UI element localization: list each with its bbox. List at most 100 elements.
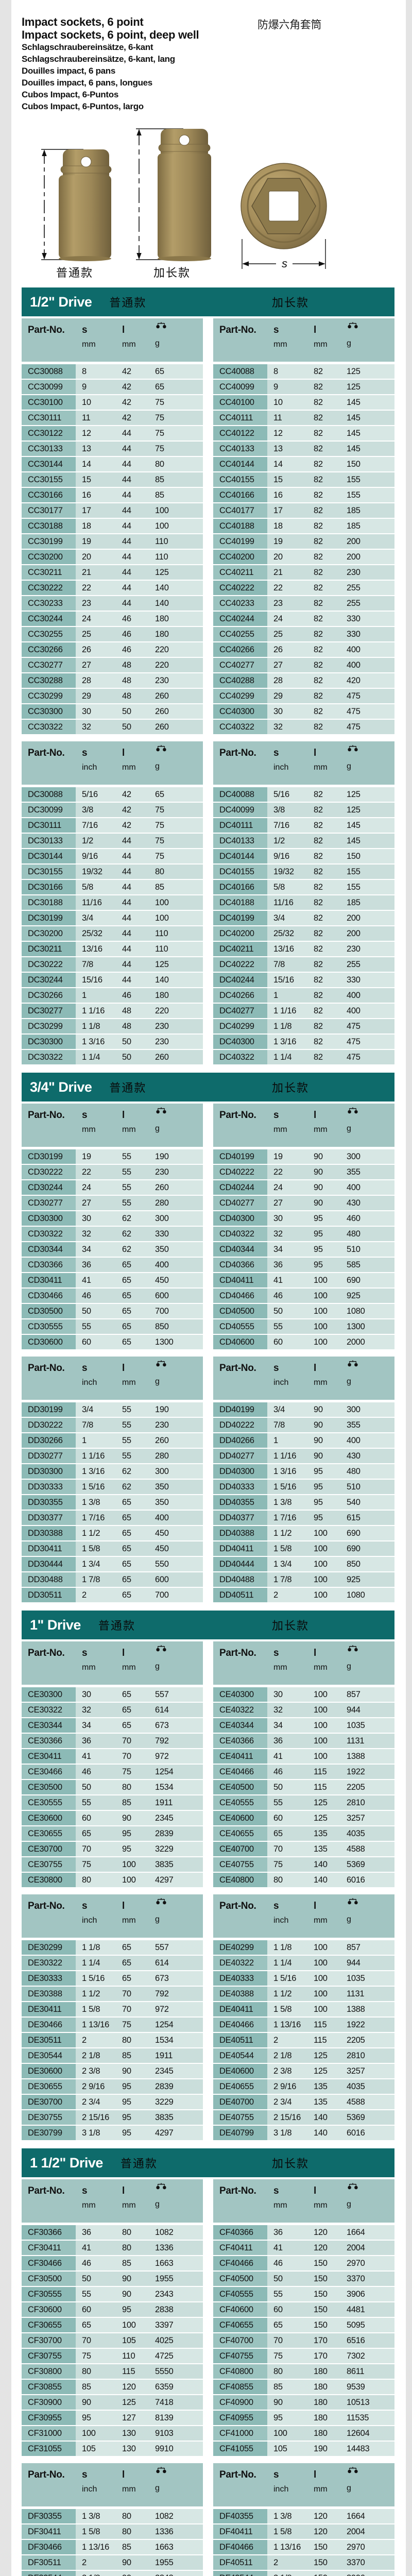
part-no-cell: DE40600 <box>213 2064 267 2078</box>
weight-value-cell: 690 <box>340 1541 394 1556</box>
s-value-cell: 105 <box>267 2442 307 2456</box>
weight-value-cell: 180 <box>149 627 203 641</box>
table-row: DE40511 2 115 2205 <box>213 2033 394 2048</box>
part-no-cell: DE40755 <box>213 2110 267 2125</box>
table-row: CC30111 11 42 75 <box>22 411 203 426</box>
part-no-cell: CC30122 <box>22 426 76 440</box>
part-no-cell: CC40144 <box>213 457 267 471</box>
table-row: CE30600 60 90 2345 <box>22 1811 203 1826</box>
l-value-cell: 55 <box>116 1165 149 1179</box>
part-no-cell: CC30133 <box>22 442 76 456</box>
drive-section: 1 1/2" Drive 普通款 加长款 Part-No. s mm l mm g CF30366… <box>22 2148 394 2576</box>
part-no-cell: DC40166 <box>213 880 267 894</box>
part-no-cell: CD40244 <box>213 1180 267 1195</box>
unit-label: inch <box>273 2485 289 2494</box>
table-row: DC40199 3/4 82 200 <box>213 911 394 926</box>
s-value-cell: 19 <box>76 1149 116 1164</box>
col-size-s: s inch <box>273 747 314 785</box>
s-value-cell: 18 <box>76 519 116 533</box>
s-value-cell: 2 3/4 <box>267 2095 307 2109</box>
l-value-cell: 127 <box>116 2411 149 2425</box>
table-row: CF41055 105 190 14483 <box>213 2442 394 2457</box>
part-no-cell: CD40277 <box>213 1196 267 1210</box>
part-no-cell: CC40111 <box>213 411 267 425</box>
table-row: CD30199 19 55 190 <box>22 1149 203 1165</box>
weight-value-cell: 2839 <box>149 1826 203 1841</box>
weight-value-cell: 1663 <box>149 2540 203 2554</box>
part-no-cell: DC30133 <box>22 834 76 848</box>
part-no-cell: DC30200 <box>22 926 76 941</box>
s-value-cell: 32 <box>76 1703 116 1717</box>
unit-label: g <box>347 339 351 348</box>
product-figures: 普通款 加长款 <box>36 126 394 280</box>
table-row: DF40511 2 150 3370 <box>213 2555 394 2571</box>
weight-value-cell: 430 <box>340 1449 394 1463</box>
l-value-cell: 44 <box>116 534 149 549</box>
s-value-cell: 3/4 <box>267 911 307 925</box>
weight-value-cell: 1911 <box>149 1795 203 1810</box>
weight-value-cell: 420 <box>340 673 394 688</box>
table-header: Part-No. s inch l mm g <box>213 741 394 785</box>
part-no-cell: CD40222 <box>213 1165 267 1179</box>
drive-section: 1" Drive 普通款 加长款 Part-No. s mm l mm g CE30300 30 65… <box>22 1611 394 2141</box>
weight-value-cell: 475 <box>340 1035 394 1049</box>
table-row: CC40177 17 82 185 <box>213 503 394 519</box>
unit-label: g <box>347 1662 351 1671</box>
table-header: Part-No. s mm l mm g <box>213 318 394 362</box>
weight-value-cell: 145 <box>340 834 394 848</box>
l-value-cell: 65 <box>116 1289 149 1303</box>
s-value-cell: 100 <box>76 2426 116 2441</box>
part-no-cell: CD30244 <box>22 1180 76 1195</box>
weight-value-cell: 5369 <box>340 1857 394 1872</box>
part-no-cell: CC40133 <box>213 442 267 456</box>
col-weight: g <box>155 1645 203 1685</box>
weight-value-cell: 155 <box>340 880 394 894</box>
table-row: CF40655 65 150 5095 <box>213 2318 394 2333</box>
l-value-cell: 82 <box>307 565 340 580</box>
l-value-cell: 55 <box>116 1149 149 1164</box>
s-value-cell: 13 <box>267 442 307 456</box>
part-no-cell: DE30799 <box>22 2126 76 2140</box>
l-value-cell: 90 <box>307 1449 340 1463</box>
table-row: DE30299 1 1/8 65 557 <box>22 1940 203 1956</box>
table-row: DD30222 7/8 55 230 <box>22 1418 203 1433</box>
weight-value-cell: 145 <box>340 411 394 425</box>
weight-value-cell: 1664 <box>340 2509 394 2523</box>
part-no-cell: DD40222 <box>213 1418 267 1432</box>
l-value-cell: 95 <box>307 1480 340 1494</box>
part-no-cell: DE40799 <box>213 2126 267 2140</box>
l-value-cell: 82 <box>307 457 340 471</box>
part-no-cell: CC30288 <box>22 673 76 688</box>
l-value-cell: 170 <box>307 2333 340 2348</box>
part-no-cell: CE40322 <box>213 1703 267 1717</box>
part-no-cell: CF30555 <box>22 2287 76 2301</box>
unit-label: mm <box>314 2485 328 2494</box>
table-row: DC40299 1 1/8 82 475 <box>213 1019 394 1035</box>
part-no-cell: CD30344 <box>22 1242 76 1257</box>
unit-label: mm <box>122 2201 136 2210</box>
part-no-cell: CF40411 <box>213 2241 267 2255</box>
table-row: CD40277 27 90 430 <box>213 1196 394 1211</box>
l-value-cell: 82 <box>307 704 340 719</box>
part-no-cell: CF40555 <box>213 2287 267 2301</box>
l-value-cell: 90 <box>307 1196 340 1210</box>
table-row: CE40600 60 125 3257 <box>213 1811 394 1826</box>
part-no-cell: DC40277 <box>213 1004 267 1018</box>
part-no-cell: DC30277 <box>22 1004 76 1018</box>
l-value-cell: 42 <box>116 364 149 379</box>
weight-value-cell: 3229 <box>149 2095 203 2109</box>
col-weight: g <box>347 322 394 362</box>
s-value-cell: 11 <box>267 411 307 425</box>
weight-value-cell: 3397 <box>149 2318 203 2332</box>
unit-label: inch <box>82 1916 97 1925</box>
unit-label: g <box>347 762 351 771</box>
part-no-cell: CE40344 <box>213 1718 267 1733</box>
weight-value-cell: 557 <box>149 1687 203 1702</box>
l-value-cell: 82 <box>307 834 340 848</box>
part-no-cell: DC30144 <box>22 849 76 863</box>
col-size-s: s mm <box>273 1109 314 1147</box>
weight-value-cell: 125 <box>340 803 394 817</box>
part-no-cell: CC30322 <box>22 720 76 734</box>
weight-value-cell: 700 <box>149 1304 203 1318</box>
part-no-cell: CF30366 <box>22 2225 76 2240</box>
